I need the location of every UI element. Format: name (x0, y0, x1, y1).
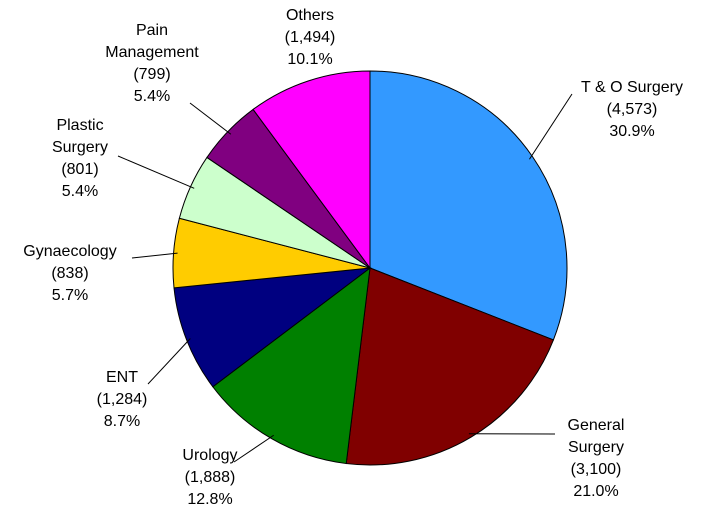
slice-label: T & O Surgery (4,573) 30.9% (581, 79, 683, 140)
slice-label: ENT (1,284) 8.7% (97, 369, 148, 430)
percent-label: 21.0% (573, 483, 618, 500)
percent-label: 5.7% (52, 287, 88, 304)
percent-label: 5.4% (62, 183, 98, 200)
slice-label: General Surgery (3,100) 21.0% (568, 417, 625, 500)
percent-label: 10.1% (287, 51, 332, 68)
leader-line (131, 252, 178, 259)
leader-line (529, 93, 573, 160)
value-label: (838) (51, 265, 88, 282)
value-label: (801) (61, 161, 98, 178)
slice-label: Others (1,494) 10.1% (285, 7, 336, 68)
leader-line (233, 434, 274, 463)
category-label: Plastic Surgery (52, 117, 108, 156)
category-label: Others (286, 7, 334, 24)
category-label: ENT (106, 369, 138, 386)
value-label: (799) (133, 66, 170, 83)
percent-label: 5.4% (134, 88, 170, 105)
category-label: Gynaecology (23, 243, 116, 260)
value-label: (3,100) (571, 461, 622, 478)
pie-slice (369, 70, 568, 341)
leader-line (117, 155, 195, 189)
category-label: Pain Management (105, 22, 199, 61)
pie-slice (173, 267, 372, 388)
value-label: (4,573) (607, 101, 658, 118)
percent-label: 30.9% (609, 123, 654, 140)
value-label: (1,888) (185, 469, 236, 486)
slice-label: Pain Management (799) 5.4% (105, 22, 199, 105)
slice-label: Gynaecology (838) 5.7% (23, 243, 116, 304)
value-label: (1,494) (285, 29, 336, 46)
pie-slice (212, 266, 371, 465)
category-label: T & O Surgery (581, 79, 683, 96)
value-label: (1,284) (97, 391, 148, 408)
slice-label: Plastic Surgery (801) 5.4% (52, 117, 108, 200)
slice-label: Urology (1,888) 12.8% (182, 447, 237, 508)
pie-slice (252, 70, 371, 270)
category-label: Urology (182, 447, 237, 464)
pie-slice (345, 267, 555, 466)
percent-label: 8.7% (104, 413, 140, 430)
leader-line (147, 338, 191, 385)
percent-label: 12.8% (187, 491, 232, 508)
leader-line (189, 102, 232, 135)
category-label: General Surgery (568, 417, 625, 456)
